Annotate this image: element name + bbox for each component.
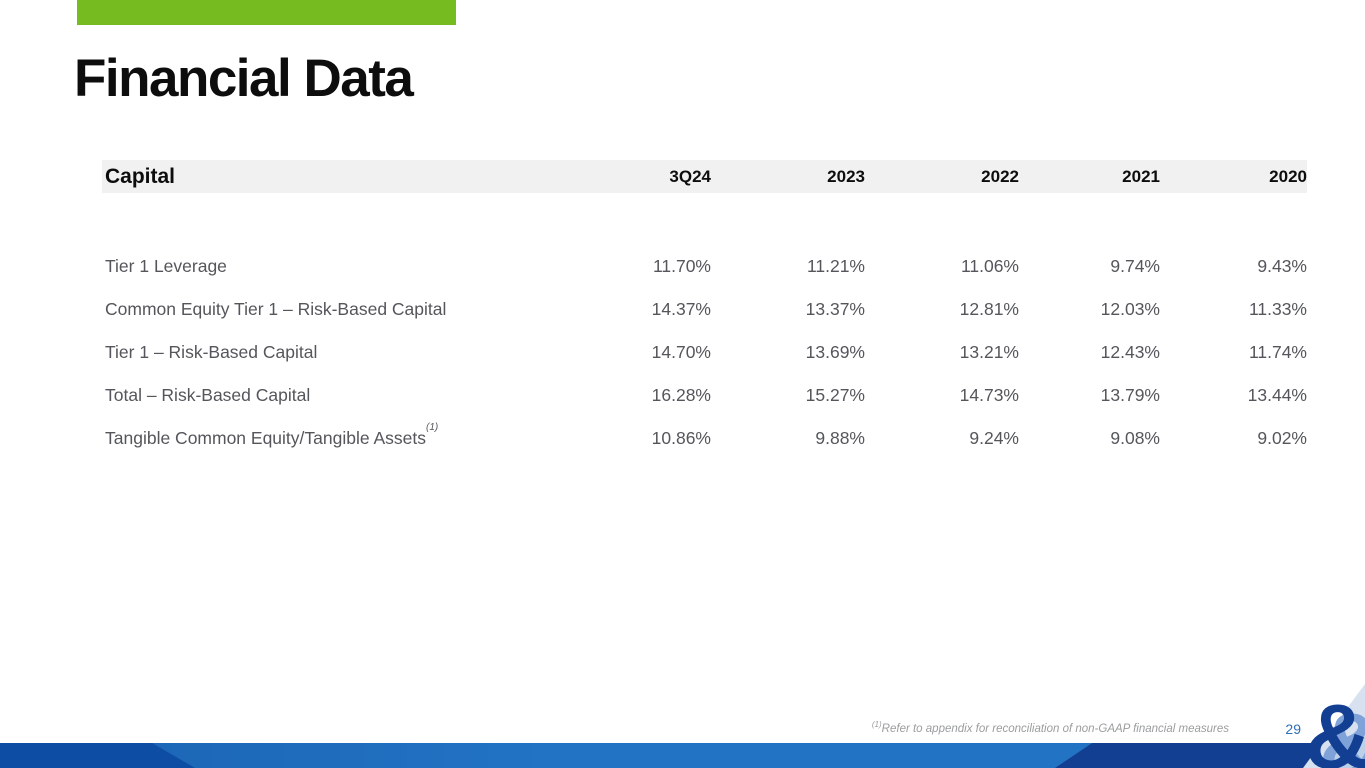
page-title: Financial Data xyxy=(74,49,414,108)
row-label: Tangible Common Equity/Tangible Assets(1… xyxy=(105,422,439,448)
svg-text:&: & xyxy=(1305,686,1365,768)
cell-value: 12.43% xyxy=(1100,342,1160,362)
cell-value: 13.69% xyxy=(805,342,865,362)
row-label: Total – Risk-Based Capital xyxy=(105,385,311,405)
footnote-marker: (1) xyxy=(426,422,439,434)
table-body: Tier 1 Leverage 11.70% 11.21% 11.06% 9.7… xyxy=(102,245,1307,460)
cell-value: 12.03% xyxy=(1100,299,1160,319)
column-header-2020: 2020 xyxy=(1269,166,1307,186)
row-label: Tier 1 Leverage xyxy=(105,256,227,276)
table-row: Common Equity Tier 1 – Risk-Based Capita… xyxy=(102,288,1307,331)
cell-value: 11.74% xyxy=(1248,342,1307,362)
table-row: Tier 1 – Risk-Based Capital 14.70% 13.69… xyxy=(102,331,1307,374)
footnote: (1)Refer to appendix for reconciliation … xyxy=(872,720,1229,735)
cell-value: 9.43% xyxy=(1257,256,1307,276)
footnote-text: Refer to appendix for reconciliation of … xyxy=(881,722,1229,735)
table-row: Tier 1 Leverage 11.70% 11.21% 11.06% 9.7… xyxy=(102,245,1307,288)
band-swoosh-left xyxy=(0,743,195,768)
cell-value: 9.08% xyxy=(1110,428,1160,448)
cell-value: 9.88% xyxy=(815,428,865,448)
ampersand-logo-icon: & & xyxy=(1297,680,1365,768)
page-number: 29 xyxy=(1285,721,1301,737)
accent-bar xyxy=(77,0,456,25)
cell-value: 12.81% xyxy=(959,299,1019,319)
bottom-blue-band xyxy=(0,743,1365,768)
cell-value: 11.33% xyxy=(1248,299,1307,319)
cell-value: 15.27% xyxy=(805,385,865,405)
cell-value: 11.70% xyxy=(652,256,711,276)
table-row: Total – Risk-Based Capital 16.28% 15.27%… xyxy=(102,374,1307,417)
cell-value: 14.70% xyxy=(651,342,711,362)
capital-table: Capital 3Q24 2023 2022 2021 2020 Tier 1 … xyxy=(102,160,1307,460)
cell-value: 13.21% xyxy=(959,342,1019,362)
column-header-2022: 2022 xyxy=(981,166,1019,186)
cell-value: 13.44% xyxy=(1247,385,1307,405)
column-header-2021: 2021 xyxy=(1122,166,1160,186)
column-header-2023: 2023 xyxy=(827,166,865,186)
row-label: Common Equity Tier 1 – Risk-Based Capita… xyxy=(105,299,447,319)
cell-value: 16.28% xyxy=(651,385,711,405)
cell-value: 10.86% xyxy=(651,428,711,448)
table-header-capital: Capital xyxy=(105,164,176,188)
cell-value: 14.37% xyxy=(651,299,711,319)
cell-value: 9.02% xyxy=(1257,428,1307,448)
cell-value: 11.06% xyxy=(960,256,1019,276)
svg-text:&: & xyxy=(1319,695,1365,768)
cell-value: 13.37% xyxy=(805,299,865,319)
column-header-3q24: 3Q24 xyxy=(669,166,711,186)
cell-value: 11.21% xyxy=(806,256,865,276)
cell-value: 9.24% xyxy=(969,428,1019,448)
cell-value: 9.74% xyxy=(1110,256,1160,276)
cell-value: 14.73% xyxy=(959,385,1019,405)
table-row: Tangible Common Equity/Tangible Assets(1… xyxy=(102,417,1307,460)
table-header-row: Capital 3Q24 2023 2022 2021 2020 xyxy=(102,160,1307,193)
row-label: Tier 1 – Risk-Based Capital xyxy=(105,342,318,362)
footnote-superscript: (1) xyxy=(871,720,882,729)
cell-value: 13.79% xyxy=(1100,385,1160,405)
